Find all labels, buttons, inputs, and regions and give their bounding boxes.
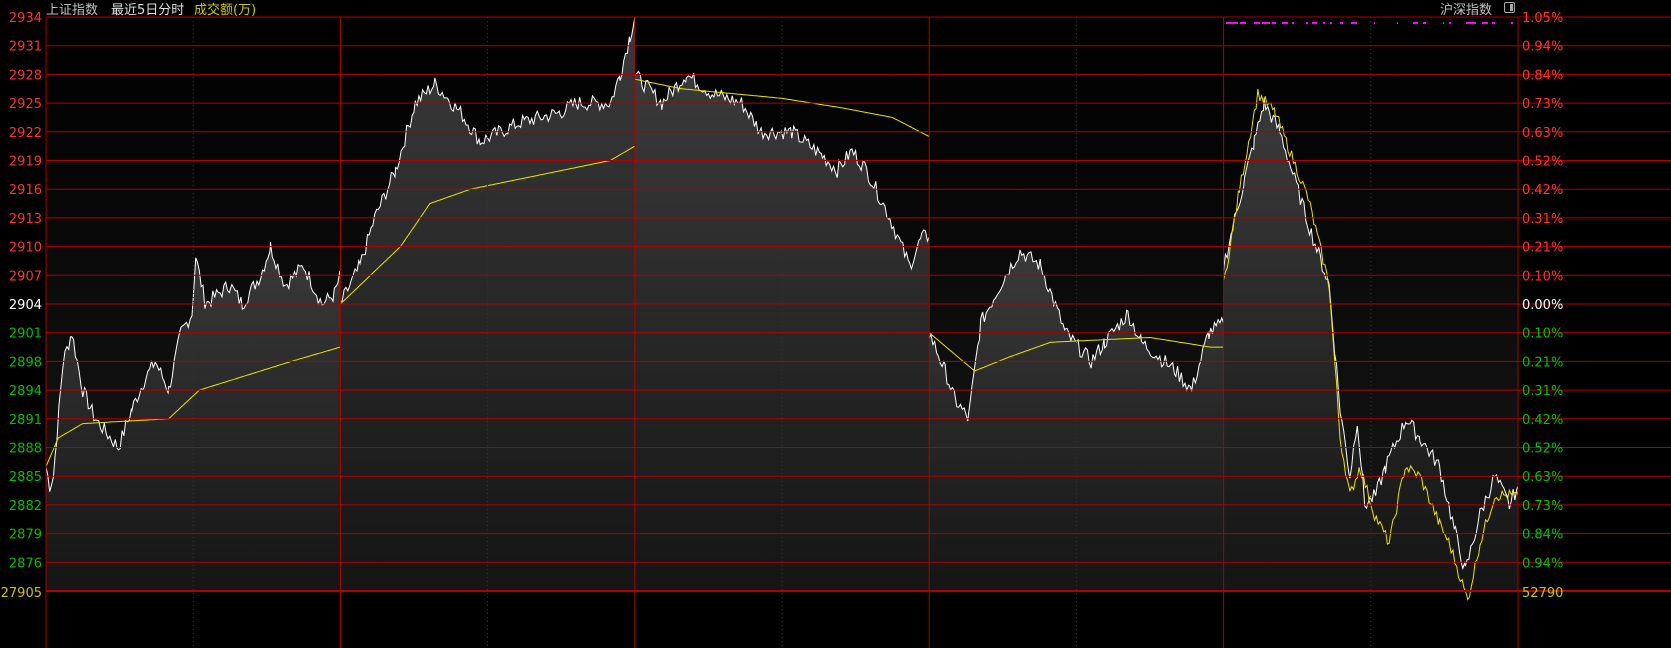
y-tick-right: 0.31%	[1522, 212, 1563, 227]
y-tick-left: 2925	[9, 97, 42, 112]
event-marker	[1323, 22, 1325, 24]
price-line-day-2	[340, 16, 636, 302]
volume-scale-left: 27905	[1, 586, 42, 601]
event-marker	[1351, 22, 1357, 24]
y-tick-left: 2894	[9, 384, 42, 399]
y-tick-left: 2922	[9, 126, 42, 141]
event-marker	[1511, 22, 1513, 24]
y-tick-left: 2907	[9, 269, 42, 284]
price-line-day-5	[1223, 97, 1519, 571]
y-tick-left: 2931	[9, 40, 42, 55]
event-marker	[1340, 22, 1343, 24]
y-tick-left: 2879	[9, 528, 42, 543]
y-tick-right: 0.94%	[1522, 556, 1563, 571]
price-area-day-3	[634, 71, 930, 593]
event-marker	[1292, 22, 1294, 24]
y-tick-left: 2891	[9, 413, 42, 428]
y-tick-left: 2904	[9, 298, 42, 313]
y-tick-right: 0.73%	[1522, 97, 1563, 112]
event-marker	[1397, 22, 1398, 24]
y-tick-left: 2898	[9, 355, 42, 370]
y-tick-right: 0.52%	[1522, 155, 1563, 170]
y-tick-right: 0.42%	[1522, 413, 1563, 428]
price-line-day-3	[634, 70, 930, 271]
y-tick-right: 0.42%	[1522, 183, 1563, 198]
event-marker	[1254, 22, 1260, 24]
avg-line-day-3	[634, 78, 930, 138]
y-tick-left: 2901	[9, 327, 42, 342]
volume-label: 成交额(万)	[194, 3, 257, 18]
y-tick-right: 0.52%	[1522, 442, 1563, 457]
y-tick-left: 2882	[9, 499, 42, 514]
event-marker	[1312, 22, 1317, 24]
event-marker	[1226, 22, 1236, 24]
y-tick-right: 0.00%	[1522, 298, 1563, 313]
y-tick-right: 0.31%	[1522, 384, 1563, 399]
event-marker	[1306, 22, 1308, 24]
event-marker	[1232, 22, 1238, 24]
y-tick-left: 2928	[9, 68, 42, 83]
y-tick-right: 0.63%	[1522, 470, 1563, 485]
y-tick-left: 2934	[9, 11, 42, 26]
event-marker	[1262, 22, 1270, 24]
y-tick-right: 1.05%	[1522, 11, 1563, 26]
y-tick-left: 2913	[9, 212, 42, 227]
y-tick-left: 2910	[9, 241, 42, 256]
y-tick-right: 0.73%	[1522, 499, 1563, 514]
event-marker	[1423, 22, 1426, 24]
event-marker	[1413, 22, 1418, 24]
y-tick-right: 0.84%	[1522, 528, 1563, 543]
y-tick-left: 2919	[9, 155, 42, 170]
y-tick-right: 0.10%	[1522, 269, 1563, 284]
event-marker	[1272, 22, 1276, 24]
index-name[interactable]: 上证指数	[46, 3, 99, 18]
price-area-day-5	[1223, 97, 1518, 593]
event-marker	[1443, 22, 1444, 24]
panel-toggle-icon[interactable]	[1504, 2, 1515, 13]
y-tick-right: 0.10%	[1522, 327, 1563, 342]
event-marker	[1330, 22, 1332, 24]
event-marker	[1466, 22, 1476, 24]
event-marker	[1449, 22, 1451, 24]
compare-index-label[interactable]: 沪深指数	[1440, 3, 1493, 18]
y-tick-right: 0.21%	[1522, 355, 1563, 370]
y-tick-right: 0.84%	[1522, 68, 1563, 83]
y-tick-left: 2885	[9, 470, 42, 485]
event-marker	[1374, 22, 1375, 24]
y-tick-right: 0.94%	[1522, 40, 1563, 55]
y-tick-right: 0.21%	[1522, 241, 1563, 256]
y-tick-left: 2916	[9, 183, 42, 198]
event-marker	[1240, 22, 1246, 24]
y-tick-left: 2888	[9, 442, 42, 457]
y-tick-left: 2876	[9, 556, 42, 571]
event-marker	[1282, 22, 1288, 24]
event-marker	[1482, 22, 1488, 24]
period-label[interactable]: 最近5日分时	[111, 3, 185, 18]
avg-line-day-5	[1223, 89, 1519, 601]
event-marker	[1492, 22, 1495, 24]
volume-scale-right: 52790	[1522, 586, 1563, 601]
y-tick-right: 0.63%	[1522, 126, 1563, 141]
